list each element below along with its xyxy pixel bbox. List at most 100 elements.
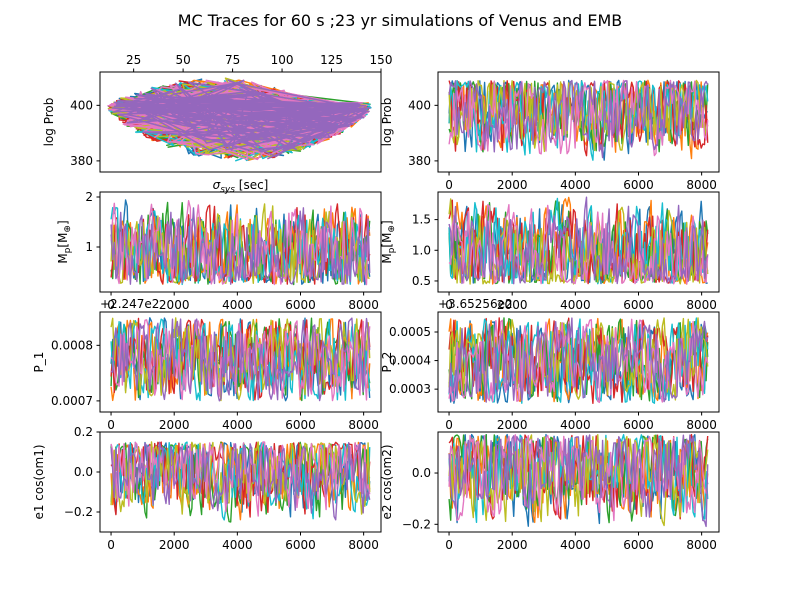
series-p3-4 xyxy=(110,206,371,286)
ytick-label-p2-0: 380 xyxy=(408,154,431,168)
series-p6-7 xyxy=(448,317,709,403)
ytick-label-p1-0: 380 xyxy=(70,154,93,168)
panel-p3: 0 2000 4000 6000 8000 1 2 Mp[M⊕] xyxy=(56,190,382,312)
xtick-label-p7-1: 2000 xyxy=(159,538,190,552)
ytick-label-p8-1: 0.0 xyxy=(412,466,431,480)
xtick-label-p6-1: 2000 xyxy=(497,418,528,432)
xtick-label-p4-2: 4000 xyxy=(560,298,591,312)
plot-area-p3 xyxy=(110,199,371,286)
panel-p2: 0 2000 4000 6000 8000 380 400 log Prob xyxy=(380,71,720,192)
xtick-label-p2-0: 0 xyxy=(445,178,453,192)
ylabel-p8: e2 cos(om2) xyxy=(380,444,394,519)
xtick-label-p8-0: 0 xyxy=(445,538,453,552)
panel-p6: 0 2000 4000 6000 8000 0.0003 0.0004 0.0005 P_2 +3… xyxy=(380,297,720,432)
xtick-label-p2-2: 4000 xyxy=(560,178,591,192)
xtick-label-p5-3: 6000 xyxy=(285,418,316,432)
ytick-label-p3-1: 2 xyxy=(85,190,93,204)
ytick-label-p7-2: 0.2 xyxy=(74,425,93,439)
xtick-label-p8-1: 2000 xyxy=(497,538,528,552)
axes-frame-p5 xyxy=(99,311,382,413)
ylabel-p3: Mp[M⊕] xyxy=(56,220,73,263)
xtick-label-p5-1: 2000 xyxy=(159,418,190,432)
ylabel-p6: P_2 xyxy=(380,352,394,373)
xtick-label-p3-4: 8000 xyxy=(348,298,379,312)
ytick-label-p7-1: 0.0 xyxy=(74,465,93,479)
xtick-label-p6-0: 0 xyxy=(445,418,453,432)
xtick-label-p2-1: 2000 xyxy=(497,178,528,192)
ytick-label-p5-1: 0.0008 xyxy=(51,338,93,352)
axes-frame-p6 xyxy=(437,311,720,413)
series-p5-4 xyxy=(110,318,371,402)
xtick-label-p1-4: 125 xyxy=(320,53,343,67)
ytick-label-p4-1: 1.0 xyxy=(412,243,431,257)
panel-p1: 25 50 75 100 125 150 380 400 log Prob σsys [sec] xyxy=(42,53,392,195)
panel-p8: 0 2000 4000 6000 8000 −0.2 0.0 e2 cos(om2) xyxy=(380,431,720,552)
axes-frame-p1 xyxy=(99,71,382,173)
plot-area-p8 xyxy=(448,433,709,528)
xtick-label-p4-3: 6000 xyxy=(623,298,654,312)
plot-area-p1 xyxy=(107,77,372,162)
xtick-label-p8-3: 6000 xyxy=(623,538,654,552)
series-p5-7 xyxy=(110,317,371,402)
xtick-label-p1-1: 50 xyxy=(175,53,190,67)
ytick-label-p4-2: 1.5 xyxy=(412,213,431,227)
xtick-label-p3-0: 0 xyxy=(107,298,115,312)
axes-frame-p4 xyxy=(437,191,720,293)
xtick-label-p4-0: 0 xyxy=(445,298,453,312)
panel-p5: 0 2000 4000 6000 8000 0.0007 0.0008 P_1 +2.247e2 xyxy=(32,297,382,432)
axes-frame-p8 xyxy=(437,431,720,533)
ytick-label-p4-0: 0.5 xyxy=(412,274,431,288)
series-p6-6 xyxy=(448,318,709,404)
plot-area-p7 xyxy=(110,441,371,523)
xtick-label-p8-2: 4000 xyxy=(560,538,591,552)
ytick-label-p6-2: 0.0005 xyxy=(389,325,431,339)
plot-area-p2 xyxy=(448,79,709,161)
series-p7-7 xyxy=(110,441,371,521)
axes-frame-p7 xyxy=(99,431,382,533)
ytick-label-p8-0: −0.2 xyxy=(402,517,431,531)
xtick-label-p2-3: 6000 xyxy=(623,178,654,192)
offset-label-p5: +2.247e2 xyxy=(100,297,159,311)
panel-p7: 0 2000 4000 6000 8000 −0.2 0.0 0.2 e1 cos(om1) xyxy=(32,425,382,552)
xtick-label-p1-2: 75 xyxy=(225,53,240,67)
xlabel-p1: σsys [sec] xyxy=(213,178,269,195)
series-p8-5 xyxy=(448,434,709,527)
plot-area-p4 xyxy=(448,196,709,285)
ytick-label-p6-0: 0.0003 xyxy=(389,382,431,396)
series-p4-7 xyxy=(448,196,709,285)
series-p3-7 xyxy=(110,207,371,285)
xtick-label-p5-4: 8000 xyxy=(348,418,379,432)
xtick-label-p3-3: 6000 xyxy=(285,298,316,312)
xtick-label-p3-2: 4000 xyxy=(222,298,253,312)
series-p3-6 xyxy=(110,200,371,286)
ytick-label-p7-0: −0.2 xyxy=(64,505,93,519)
offset-label-p6: +3.65256e2 xyxy=(438,297,513,311)
xtick-label-p7-2: 4000 xyxy=(222,538,253,552)
xtick-label-p3-1: 2000 xyxy=(159,298,190,312)
ylabel-p5: P_1 xyxy=(32,352,46,373)
xtick-label-p7-3: 6000 xyxy=(285,538,316,552)
xtick-label-p2-4: 8000 xyxy=(686,178,717,192)
ylabel-p1: log Prob xyxy=(42,98,56,147)
ylabel-p2: log Prob xyxy=(380,98,394,147)
xtick-label-p1-0: 25 xyxy=(126,53,141,67)
series-p1-7 xyxy=(111,79,371,160)
plot-area-p6 xyxy=(448,317,709,404)
axes-frame-p3 xyxy=(99,191,382,293)
plot-area-p5 xyxy=(110,317,371,402)
series-p2-7 xyxy=(448,79,709,159)
figure-title: MC Traces for 60 s ;23 yr simulations of… xyxy=(178,11,623,30)
series-p5-6 xyxy=(110,319,371,402)
xtick-label-p6-2: 4000 xyxy=(560,418,591,432)
ytick-label-p1-1: 400 xyxy=(70,98,93,112)
xtick-label-p6-4: 8000 xyxy=(686,418,717,432)
ylabel-p7: e1 cos(om1) xyxy=(32,444,46,519)
xtick-label-p6-3: 6000 xyxy=(623,418,654,432)
axes-frame-p2 xyxy=(437,71,720,173)
xtick-label-p1-5: 150 xyxy=(370,53,393,67)
ytick-label-p5-0: 0.0007 xyxy=(51,394,93,408)
xtick-label-p7-0: 0 xyxy=(107,538,115,552)
ytick-label-p6-1: 0.0004 xyxy=(389,354,431,368)
xtick-label-p7-4: 8000 xyxy=(348,538,379,552)
